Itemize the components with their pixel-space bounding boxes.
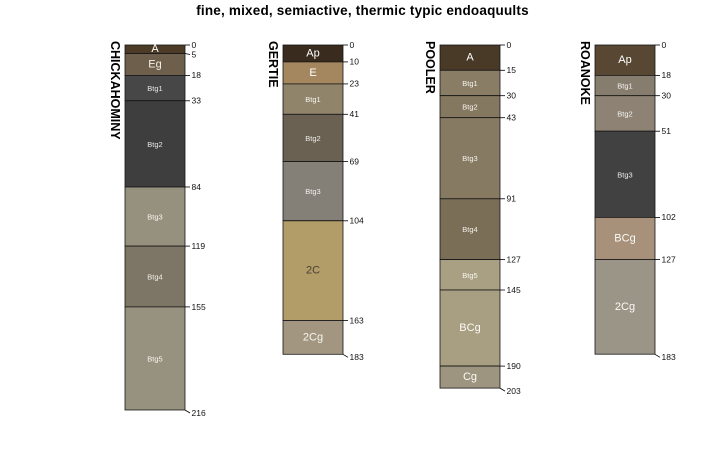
- depth-label: 41: [350, 109, 360, 119]
- horizon-rect: [439, 289, 501, 367]
- horizon-label: Eg: [148, 58, 161, 70]
- depth-label: 5: [192, 49, 197, 59]
- depth-label: 91: [507, 194, 517, 204]
- horizon-rect: [594, 95, 656, 132]
- horizon-rect: [594, 44, 656, 76]
- depth-label: 43: [507, 113, 517, 123]
- horizon-label: Btg3: [462, 154, 477, 163]
- horizon-label: A: [151, 43, 159, 55]
- horizon-rect: [124, 306, 186, 411]
- profile-name-label: CHICKAHOMINY: [108, 41, 122, 140]
- depth-label: 127: [662, 254, 676, 264]
- depth-label: 0: [350, 40, 355, 50]
- horizon-rect: [439, 198, 501, 261]
- horizon-label: Btg4: [462, 225, 477, 234]
- depth-tick: [499, 387, 506, 392]
- horizon-label: Ap: [306, 48, 319, 60]
- depth-label: 30: [662, 91, 672, 101]
- horizon-rect: [439, 117, 501, 200]
- depth-label: 203: [507, 386, 521, 396]
- depth-label: 84: [192, 182, 202, 192]
- horizon-rect: [124, 186, 186, 247]
- depth-label: 127: [507, 254, 521, 264]
- horizon-label: 2Cg: [303, 331, 323, 343]
- horizon-rect: [439, 69, 501, 97]
- horizon-label: 2Cg: [615, 301, 635, 313]
- horizon-rect: [594, 130, 656, 218]
- depth-label: 155: [192, 302, 206, 312]
- horizon-label: Btg1: [617, 82, 632, 91]
- horizon-label: Btg3: [147, 213, 162, 222]
- depth-label: 23: [350, 79, 360, 89]
- horizon-rect: [282, 220, 344, 321]
- depth-label: 119: [192, 241, 206, 251]
- depth-label: 51: [662, 126, 672, 136]
- depth-label: 104: [350, 216, 364, 226]
- horizon-label: BCg: [459, 322, 480, 334]
- horizon-label: Btg5: [147, 355, 162, 364]
- depth-label: 216: [192, 408, 206, 418]
- depth-label: 0: [662, 40, 667, 50]
- horizon-label: Btg4: [147, 273, 162, 282]
- horizon-rect: [439, 365, 501, 389]
- horizon-label: BCg: [614, 233, 635, 245]
- horizon-label: Btg5: [462, 271, 477, 280]
- horizon-label: Btg2: [617, 109, 632, 118]
- horizon-rect: [282, 113, 344, 163]
- depth-label: 183: [662, 352, 676, 362]
- profile-column-gertie: GERTIE Ap E Btg1 Btg2 Btg3 2C 2Cg 0 10 23 41 69 104 16…: [266, 40, 364, 362]
- horizon-rect: [124, 100, 186, 188]
- depth-label: 163: [350, 315, 364, 325]
- profile-column-chickahominy: CHICKAHOMINY A Eg Btg1 Btg2 Btg3 Btg4 Btg5 05 18 3…: [108, 40, 206, 418]
- chart-title: fine, mixed, semiactive, thermic typic e…: [196, 3, 529, 18]
- depth-tick: [342, 353, 349, 358]
- depth-label: 30: [507, 91, 517, 101]
- horizon-rect: [282, 161, 344, 222]
- horizon-rect: [282, 320, 344, 355]
- depth-label: 102: [662, 212, 676, 222]
- depth-label: 18: [662, 70, 672, 80]
- horizon-label: Btg2: [305, 134, 320, 143]
- depth-label: 69: [350, 156, 360, 166]
- depth-label: 183: [350, 352, 364, 362]
- horizon-label: Btg1: [462, 79, 477, 88]
- profile-column-roanoke: ROANOKE Ap Btg1 Btg2 Btg3 BCg 2Cg 0 18 30 51 102 127…: [578, 40, 676, 362]
- depth-tick: [184, 409, 191, 414]
- horizon-label: Btg2: [147, 140, 162, 149]
- depth-label: 0: [507, 40, 512, 50]
- depth-tick: [654, 353, 661, 358]
- horizon-label: E: [309, 67, 316, 79]
- horizon-label: A: [466, 52, 474, 64]
- profile-name-label: GERTIE: [266, 41, 280, 88]
- depth-label: 10: [350, 57, 360, 67]
- horizon-label: Btg3: [617, 170, 632, 179]
- depth-label: 18: [192, 70, 202, 80]
- profile-name-label: POOLER: [423, 41, 437, 94]
- profile-name-label: ROANOKE: [578, 41, 592, 105]
- depth-label: 190: [507, 361, 521, 371]
- horizon-label: Btg3: [305, 187, 320, 196]
- horizon-label: Btg1: [147, 84, 162, 93]
- horizon-rect: [594, 259, 656, 355]
- horizon-label: Btg1: [305, 95, 320, 104]
- horizon-label: Cg: [463, 371, 477, 383]
- depth-label: 33: [192, 96, 202, 106]
- horizon-label: Btg2: [462, 103, 477, 112]
- horizon-label: 2C: [306, 265, 320, 277]
- depth-tick: [184, 53, 191, 55]
- profile-column-pooler: POOLER A Btg1 Btg2 Btg3 Btg4 Btg5 BCg Cg 0 15 30 43 9…: [423, 40, 521, 396]
- horizon-label: Ap: [618, 54, 631, 66]
- depth-label: 145: [507, 285, 521, 295]
- horizon-rect: [124, 245, 186, 308]
- horizon-rect: [124, 75, 186, 102]
- depth-label: 0: [192, 40, 197, 50]
- depth-label: 15: [507, 65, 517, 75]
- horizon-rect: [439, 44, 501, 71]
